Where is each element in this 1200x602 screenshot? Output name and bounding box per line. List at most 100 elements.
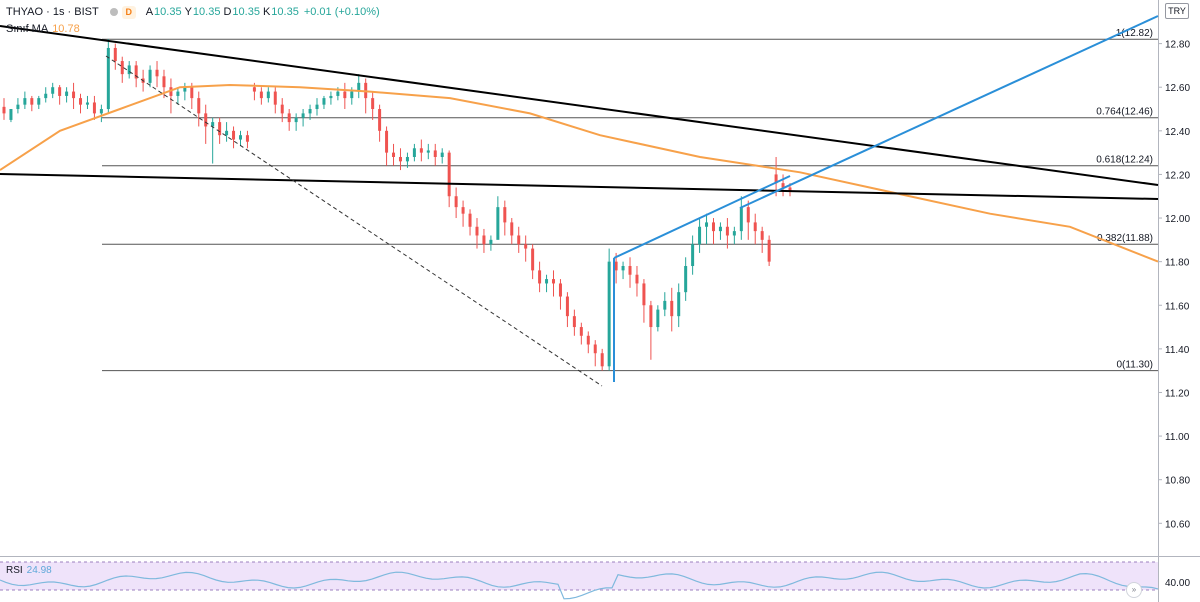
candle-body — [517, 235, 521, 245]
candle-body — [308, 109, 312, 114]
price-tick-label: 11.40 — [1165, 345, 1190, 356]
candle-body — [412, 148, 416, 157]
candle-body — [405, 156, 409, 162]
rsi-legend-value: 24.98 — [26, 565, 52, 576]
candle-body — [531, 248, 535, 271]
candle-body — [378, 109, 382, 131]
candle-body — [454, 196, 458, 208]
candle-body — [72, 91, 76, 99]
descending-trendline — [0, 25, 1159, 186]
candle-body — [524, 244, 528, 249]
price-tick-label: 10.60 — [1165, 519, 1190, 530]
candle-body — [134, 65, 138, 79]
price-axis[interactable]: 12.80 12.60 12.40 12.20 12.00 11.80 11.60 11.40… — [1158, 40, 1190, 531]
candle-body — [252, 87, 256, 92]
candle-body — [656, 309, 660, 328]
candle-body — [343, 91, 347, 99]
rsi-legend-label: RSI — [6, 565, 23, 576]
chevrons-right-icon[interactable]: » — [1126, 582, 1142, 598]
candle-body — [259, 91, 263, 99]
candle-body — [266, 91, 270, 99]
price-change: +0.01 (+0.10%) — [303, 6, 380, 18]
candle-body — [440, 152, 444, 157]
moving-average-series — [0, 83, 1159, 263]
candle-body — [510, 222, 514, 236]
fib-level-label: 0.618(12.24) — [1096, 155, 1153, 166]
rsi-legend[interactable]: RSI 24.98 — [6, 565, 52, 576]
candle-body — [211, 122, 215, 127]
close-value: K10.35 — [262, 6, 299, 18]
fib-level-label: 1(12.82) — [1116, 28, 1153, 39]
candle-body — [197, 98, 201, 114]
fib-level-label: 0.382(11.88) — [1097, 233, 1153, 244]
candle-body — [113, 47, 117, 62]
rsi-axis-label: 40.00 — [1165, 578, 1190, 589]
candle-body — [545, 279, 549, 284]
price-tick-label: 11.60 — [1165, 301, 1190, 312]
candle-body — [51, 87, 55, 94]
candle-body — [120, 61, 124, 75]
candle-body — [642, 283, 646, 306]
candle-body — [732, 231, 736, 236]
candle-body — [176, 91, 180, 96]
candle-body — [635, 274, 639, 284]
low-value: D10.35 — [223, 6, 260, 18]
high-value: Y10.35 — [184, 6, 221, 18]
candle-body — [670, 300, 674, 317]
candle-body — [315, 104, 319, 110]
candlestick-series — [2, 39, 792, 371]
candle-body — [496, 207, 500, 240]
candle-body — [718, 226, 722, 232]
candle-body — [663, 300, 667, 310]
rsi-pane[interactable]: 40.00 — [0, 561, 1190, 600]
candle-body — [621, 266, 625, 271]
candle-body — [677, 292, 681, 317]
moving-average-line — [0, 83, 1159, 263]
support-trendline — [0, 173, 1159, 200]
candle-body — [99, 109, 103, 114]
candle-body — [294, 117, 298, 123]
candle-body — [558, 283, 562, 297]
candle-body — [593, 344, 597, 354]
candle-body — [37, 98, 41, 105]
candle-body — [79, 98, 83, 105]
candle-body — [552, 279, 556, 284]
candle-body — [357, 82, 361, 92]
candle-body — [30, 98, 34, 105]
candle-body — [503, 207, 507, 223]
fibonacci-retracement[interactable]: 1(12.82) 0.764(12.46) 0.618(12.24) 0.382(11… — [102, 28, 1158, 372]
candle-body — [148, 69, 152, 83]
candle-body — [774, 174, 778, 184]
candle-body — [218, 122, 222, 136]
channel-extension-line — [739, 15, 1159, 209]
candle-body — [322, 98, 326, 105]
currency-selector[interactable]: TRY — [1165, 3, 1189, 19]
symbol-title[interactable]: THYAO · 1s · BIST — [6, 6, 99, 18]
drawing-tools[interactable] — [0, 15, 1159, 387]
rsi-line — [0, 571, 1159, 600]
trend-projection-dashed-line — [105, 55, 603, 387]
candle-body — [698, 226, 702, 245]
candle-body — [600, 353, 604, 367]
price-tick-label: 12.20 — [1165, 170, 1190, 181]
candle-body — [649, 305, 653, 328]
candle-body — [760, 231, 764, 240]
candle-body — [232, 130, 236, 140]
candle-body — [705, 222, 709, 227]
candle-body — [280, 104, 284, 114]
candle-body — [245, 135, 249, 142]
open-value: A10.35 — [145, 6, 182, 18]
candle-body — [106, 47, 110, 110]
candle-body — [614, 261, 618, 271]
candle-body — [385, 130, 389, 153]
candle-body — [739, 207, 743, 232]
candle-body — [691, 244, 695, 267]
candle-body — [44, 93, 48, 99]
ma-legend[interactable]: Sınıf MA 10.78 — [6, 23, 80, 35]
candle-body — [468, 213, 472, 227]
candle-body — [85, 102, 89, 105]
candle-body — [433, 150, 437, 157]
